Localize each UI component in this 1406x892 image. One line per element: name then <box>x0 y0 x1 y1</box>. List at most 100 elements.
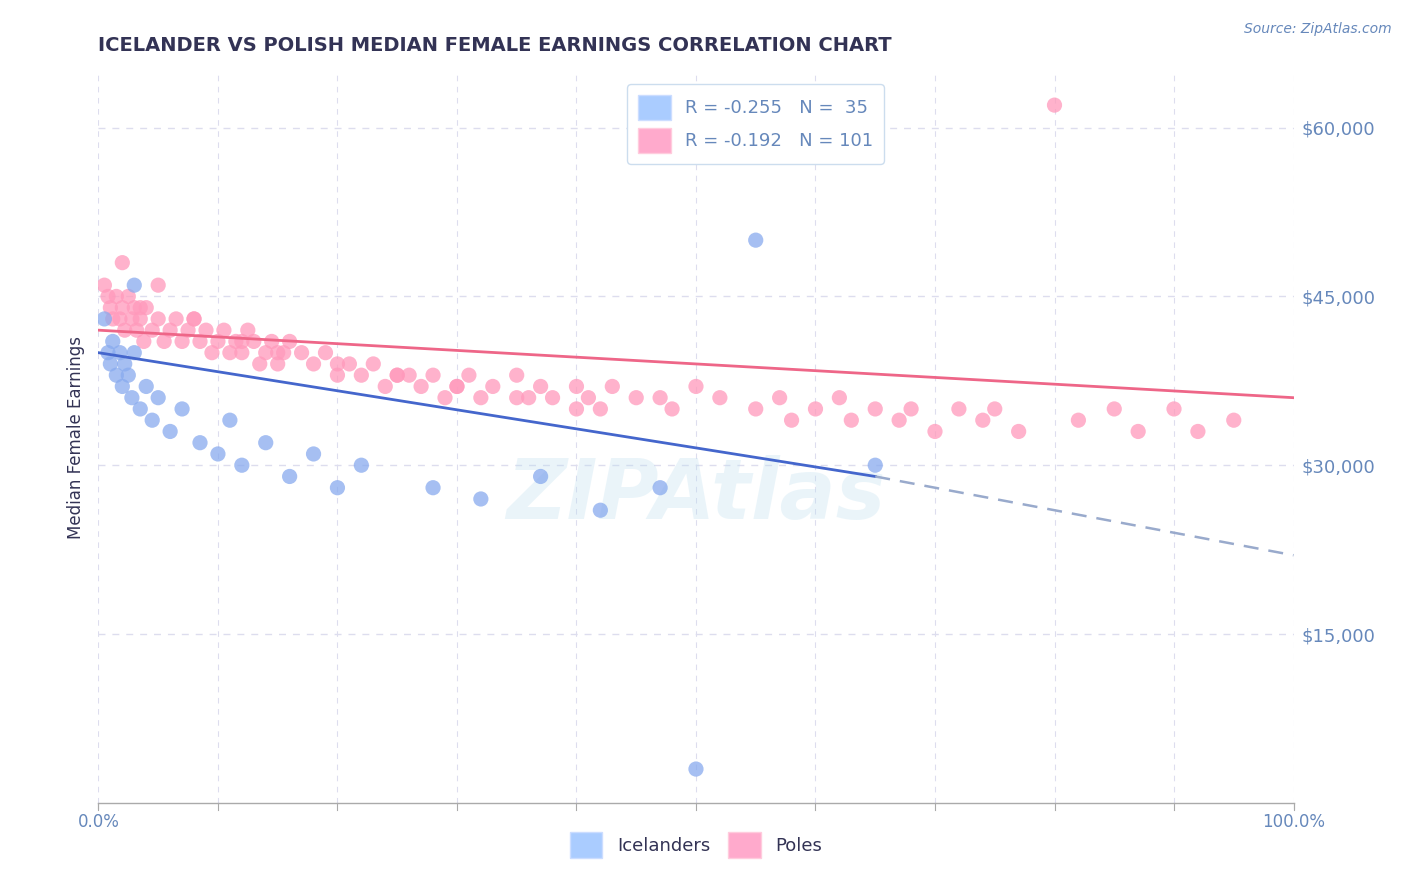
Point <box>98 357 122 371</box>
Text: ZIPAtlas: ZIPAtlas <box>506 455 886 536</box>
Point <box>132 334 155 349</box>
Point <box>350 458 373 473</box>
Point <box>212 323 235 337</box>
Point <box>1187 425 1209 439</box>
Point <box>506 368 529 383</box>
Point <box>865 458 887 473</box>
Point <box>231 458 253 473</box>
Point <box>105 368 128 383</box>
Point <box>148 278 170 293</box>
Point <box>900 401 922 416</box>
Point <box>183 312 205 326</box>
Point <box>326 368 349 383</box>
Point <box>124 278 146 293</box>
Point <box>446 379 468 393</box>
Point <box>1128 425 1150 439</box>
Point <box>339 357 361 371</box>
Point <box>117 368 139 383</box>
Point <box>135 301 157 315</box>
Point <box>470 391 492 405</box>
Point <box>124 345 146 359</box>
Point <box>541 391 564 405</box>
Point <box>188 435 211 450</box>
Point <box>422 481 444 495</box>
Point <box>111 301 134 315</box>
Point <box>626 391 648 405</box>
Point <box>114 357 136 371</box>
Point <box>422 368 444 383</box>
Point <box>121 312 143 326</box>
Point <box>769 391 792 405</box>
Point <box>93 312 115 326</box>
Point <box>661 401 683 416</box>
Point <box>398 368 420 383</box>
Point <box>278 334 301 349</box>
Point <box>97 345 120 359</box>
Point <box>291 345 314 359</box>
Point <box>315 345 337 359</box>
Point <box>183 312 205 326</box>
Point <box>225 334 247 349</box>
Point <box>530 379 553 393</box>
Y-axis label: Median Female Earnings: Median Female Earnings <box>66 335 84 539</box>
Point <box>129 301 152 315</box>
Point <box>219 413 242 427</box>
Point <box>745 233 768 247</box>
Point <box>889 413 911 427</box>
Point <box>984 401 1007 416</box>
Point <box>1008 425 1031 439</box>
Point <box>97 289 120 303</box>
Point <box>780 413 803 427</box>
Point <box>924 425 946 439</box>
Point <box>865 401 887 416</box>
Point <box>101 334 124 349</box>
Point <box>589 503 612 517</box>
Point <box>565 401 588 416</box>
Point <box>1163 401 1185 416</box>
Point <box>108 312 131 326</box>
Point <box>745 401 768 416</box>
Point <box>602 379 624 393</box>
Point <box>804 401 827 416</box>
Point <box>93 278 115 293</box>
Point <box>709 391 731 405</box>
Point <box>236 323 259 337</box>
Point <box>243 334 266 349</box>
Point <box>530 469 553 483</box>
Point <box>249 357 271 371</box>
Point <box>948 401 970 416</box>
Point <box>841 413 863 427</box>
Point <box>1223 413 1246 427</box>
Point <box>124 301 146 315</box>
Point <box>650 391 672 405</box>
Point <box>129 401 152 416</box>
Point <box>685 762 707 776</box>
Point <box>105 289 128 303</box>
Point <box>267 345 290 359</box>
Point <box>172 401 194 416</box>
Point <box>111 255 134 269</box>
Point <box>1067 413 1090 427</box>
Point <box>828 391 851 405</box>
Point <box>153 334 176 349</box>
Point <box>578 391 600 405</box>
Point <box>254 435 277 450</box>
Point <box>470 491 492 506</box>
Point <box>117 289 139 303</box>
Point <box>219 345 242 359</box>
Point <box>326 357 349 371</box>
Point <box>506 391 529 405</box>
Point <box>1043 98 1066 112</box>
Point <box>135 379 157 393</box>
Point <box>254 345 277 359</box>
Point <box>434 391 457 405</box>
Point <box>972 413 994 427</box>
Point <box>363 357 385 371</box>
Point <box>231 334 253 349</box>
Point <box>101 312 124 326</box>
Point <box>278 469 301 483</box>
Point <box>98 301 122 315</box>
Point <box>177 323 200 337</box>
Point <box>114 323 136 337</box>
Point <box>385 368 409 383</box>
